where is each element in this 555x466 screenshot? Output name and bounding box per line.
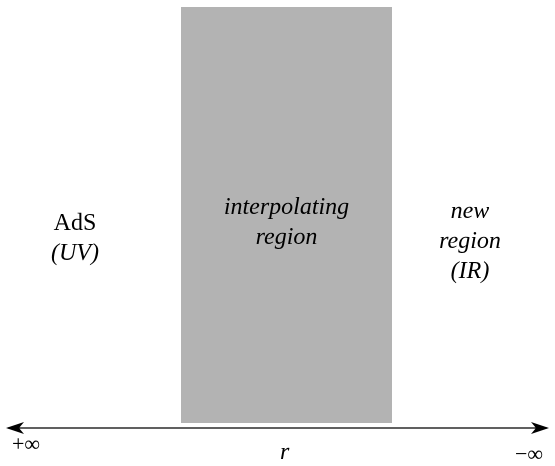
- minus-infinity-label: −∞: [515, 441, 544, 466]
- new-region-ir-label: new region (IR): [420, 196, 520, 286]
- r-axis-label: r: [280, 439, 290, 465]
- r-axis: [6, 422, 549, 434]
- ads-label: AdS: [53, 210, 97, 236]
- interpolating-label-line2: region: [255, 224, 318, 250]
- left-arrowhead-icon: [6, 422, 24, 434]
- interpolating-label-line1: interpolating: [223, 194, 350, 220]
- ads-uv-label: AdS (UV): [20, 208, 130, 268]
- interpolating-region-band: [181, 7, 392, 423]
- ir-label: (IR): [450, 258, 490, 284]
- new-region-label-line1: new: [450, 198, 490, 224]
- plus-infinity-label: +∞: [12, 431, 41, 456]
- right-arrowhead-icon: [531, 422, 549, 434]
- uv-label: (UV): [51, 240, 99, 266]
- interpolating-region-label: interpolating region: [181, 192, 392, 252]
- new-region-label-line2: region: [439, 228, 501, 254]
